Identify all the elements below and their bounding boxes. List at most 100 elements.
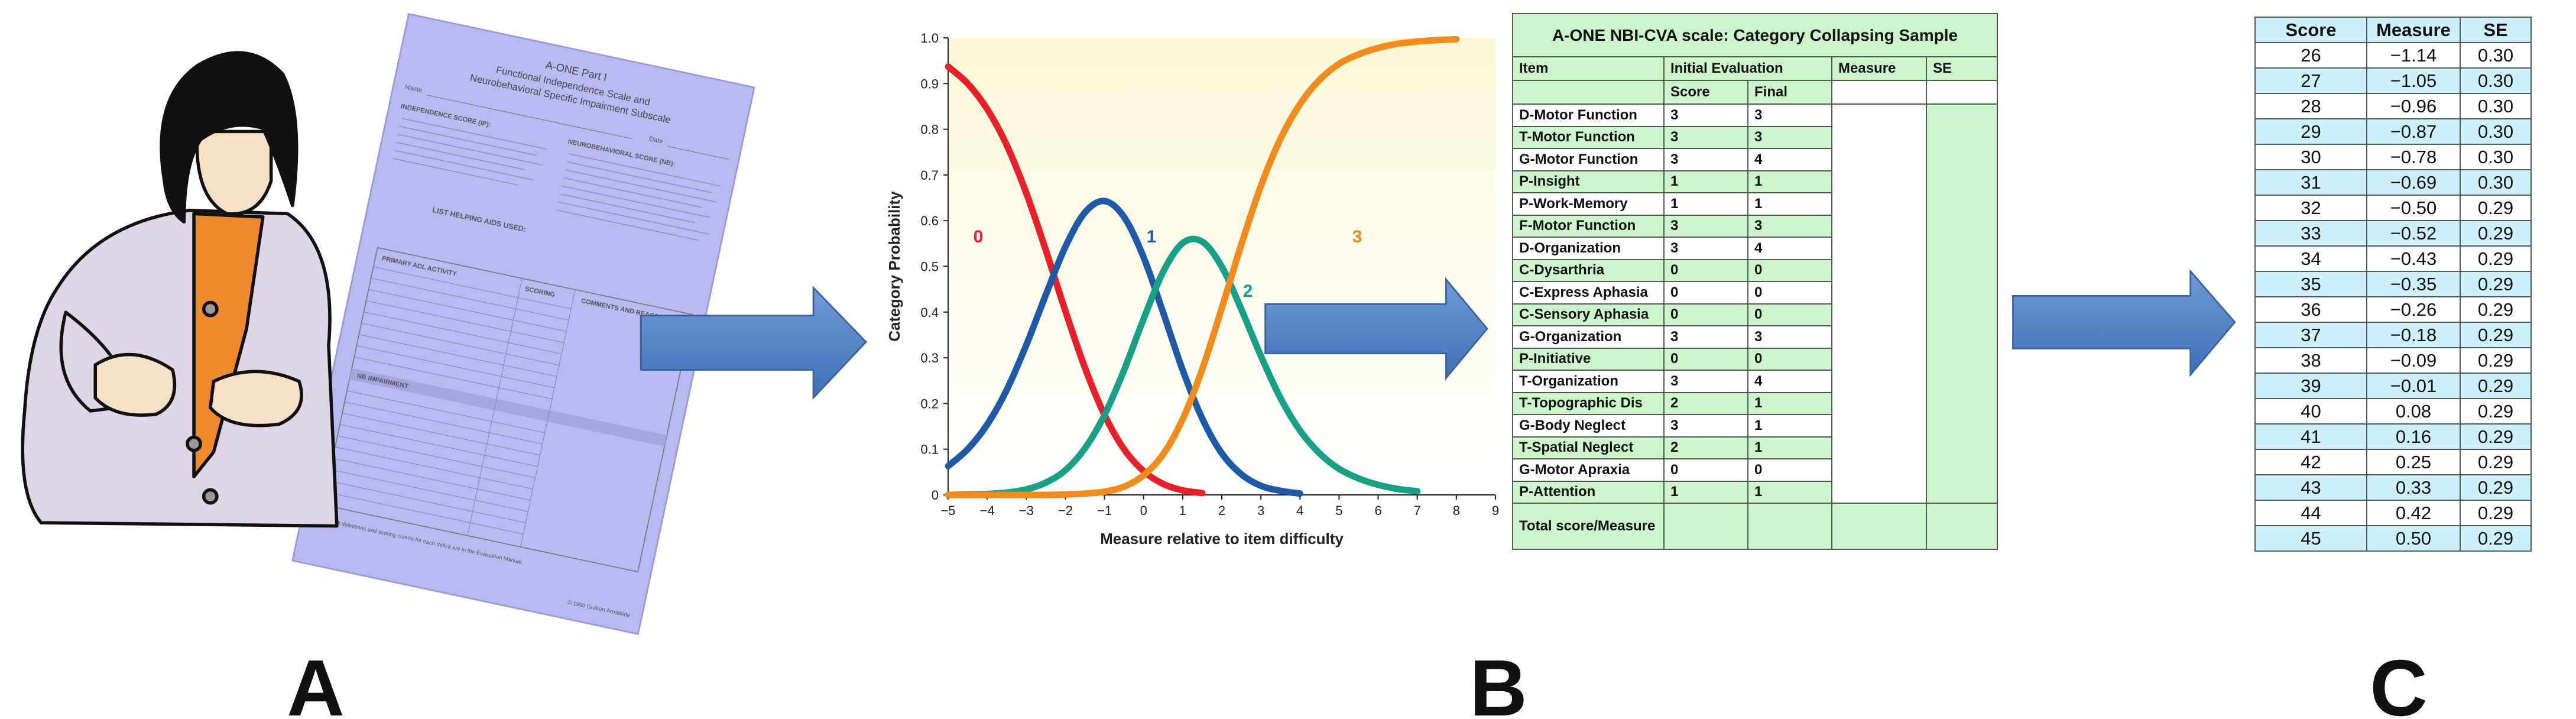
table-row: 34 −0.43 0.29 [2254, 245, 2532, 272]
measure: −0.43 [2366, 245, 2461, 272]
se: 0.29 [2460, 195, 2532, 221]
measure: −0.09 [2366, 347, 2461, 374]
table-row: 33 −0.52 0.29 [2254, 220, 2532, 247]
table-row: F-Motor Function 3 3 [1512, 214, 1997, 238]
se: 0.29 [2460, 296, 2532, 323]
form-grid [325, 266, 576, 548]
item-name: P-Attention [1512, 480, 1665, 504]
form-rule [667, 145, 729, 160]
series-line [945, 63, 1206, 497]
hand [209, 370, 303, 427]
y-tick-label: 0.3 [920, 351, 939, 365]
panel-label: C [2370, 643, 2428, 719]
y-tick-label: 0.9 [920, 76, 939, 91]
measure-cell [1831, 103, 1927, 504]
final-score: 3 [1747, 214, 1832, 238]
measure: 0.08 [2366, 398, 2461, 425]
se: 0.29 [2460, 474, 2532, 501]
y-tick-label: 0.8 [920, 122, 939, 137]
button [186, 435, 202, 452]
panel-label: A [287, 643, 345, 719]
final-score: 3 [1747, 103, 1832, 127]
final-score: 1 [1747, 170, 1832, 193]
score: 40 [2254, 398, 2367, 425]
initial-score: 3 [1663, 125, 1748, 149]
x-tick-label: −2 [1058, 503, 1073, 518]
initial-score: 1 [1663, 480, 1748, 504]
measure: −0.52 [2366, 220, 2461, 247]
measure: −0.87 [2366, 118, 2461, 145]
table-row: C-Dysarthria 0 0 [1512, 258, 1997, 282]
se: 0.29 [2460, 245, 2532, 272]
table-row: T-Motor Function 3 3 [1512, 125, 1997, 149]
table-row: Score Final [1512, 80, 1998, 105]
button [202, 300, 219, 318]
score: 35 [2254, 271, 2367, 297]
measure: −0.50 [2366, 195, 2461, 221]
table-title: A-ONE NBI-CVA scale: Category Collapsing… [1511, 13, 1998, 57]
initial-score: 2 [1663, 391, 1748, 415]
column-header [1512, 80, 1665, 105]
x-tick-label: 4 [1296, 503, 1303, 518]
table-row: Item Initial Evaluation Measure SE [1512, 56, 1998, 81]
y-tick-label: 1.0 [920, 31, 939, 46]
final-score: 0 [1747, 258, 1832, 282]
x-tick-label: −1 [1097, 503, 1112, 518]
score: 44 [2254, 500, 2367, 526]
form-field: Date [648, 135, 663, 145]
final-score: 1 [1747, 192, 1832, 216]
x-tick-label: −3 [1019, 503, 1034, 518]
table-row: G-Body Neglect 3 1 [1512, 414, 1997, 438]
final-score: 4 [1747, 237, 1832, 260]
y-tick-label: 0.2 [920, 396, 939, 411]
initial-score: 3 [1663, 414, 1748, 438]
initial-score: 3 [1663, 103, 1748, 127]
item-name: T-Motor Function [1512, 125, 1665, 149]
form-rule [426, 95, 633, 140]
table-row: P-Insight 1 1 [1512, 170, 1997, 193]
final-score: 0 [1747, 303, 1832, 326]
category-table: A-ONE NBI-CVA scale: Category Collapsing… [1511, 13, 1998, 550]
item-name: F-Motor Function [1512, 214, 1665, 238]
measure: −0.78 [2366, 144, 2461, 170]
table-row: 42 0.25 0.29 [2254, 449, 2532, 475]
woman [21, 51, 339, 528]
measure: −1.05 [2366, 67, 2461, 94]
x-tick-label: 7 [1414, 503, 1421, 518]
table-row: 36 −0.26 0.29 [2254, 296, 2532, 323]
y-tick-label: 0.6 [920, 213, 939, 228]
measure: −0.35 [2366, 271, 2461, 297]
final-score: 0 [1747, 347, 1832, 371]
score: 34 [2254, 245, 2367, 272]
item-name: P-Insight [1512, 170, 1665, 193]
item-name: T-Spatial Neglect [1512, 436, 1665, 459]
arrow [2012, 268, 2236, 377]
column-header: SE [2460, 17, 2532, 43]
hair [160, 51, 299, 224]
score: 37 [2254, 322, 2367, 348]
final-score: 3 [1747, 125, 1832, 149]
table-row: C-Express Aphasia 0 0 [1512, 281, 1997, 305]
series-label: 3 [1352, 227, 1362, 247]
score: 26 [2254, 42, 2367, 69]
column-header [1831, 80, 1927, 105]
arrow [1264, 277, 1488, 381]
column-header: Score [1663, 80, 1748, 105]
hand [93, 352, 177, 417]
table-row: G-Organization 3 3 [1512, 325, 1997, 349]
item-name: G-Motor Apraxia [1512, 458, 1665, 482]
measure: 0.50 [2366, 525, 2461, 552]
measure: −0.69 [2366, 169, 2461, 196]
item-name: P-Work-Memory [1512, 192, 1665, 216]
measure: 0.42 [2366, 500, 2461, 526]
table-row: 30 −0.78 0.30 [2254, 144, 2532, 170]
table-row: P-Work-Memory 1 1 [1512, 192, 1997, 216]
item-name: C-Dysarthria [1512, 258, 1665, 282]
y-tick-label: 0.5 [920, 260, 939, 274]
final-score: 1 [1747, 436, 1832, 459]
column-header: Measure [1831, 56, 1927, 81]
item-name: P-Initiative [1512, 347, 1665, 371]
measure: −0.01 [2366, 373, 2461, 399]
table-row: 40 0.08 0.29 [2254, 398, 2532, 425]
